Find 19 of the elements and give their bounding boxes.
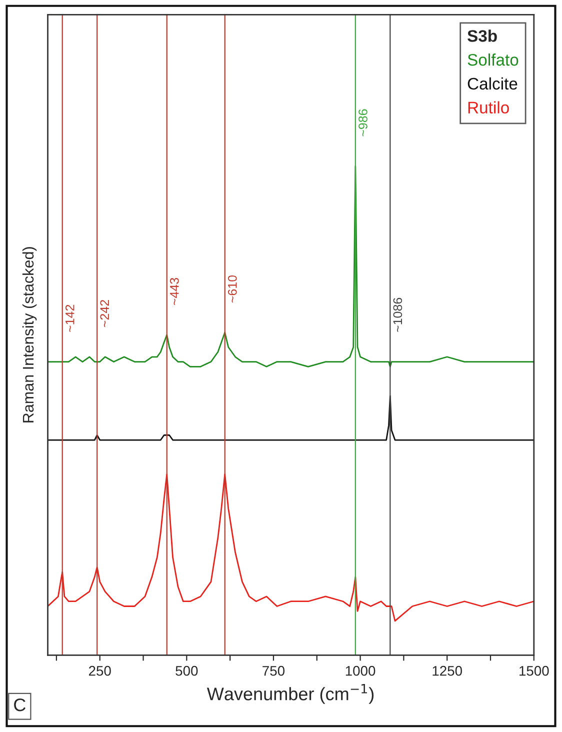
ref-line-label: ~242: [100, 300, 109, 327]
text: C: [14, 698, 26, 712]
x-tick-label: 1250: [432, 666, 462, 676]
x-tick-label: 250: [88, 666, 111, 676]
ref-line-label: ~1086: [393, 298, 402, 332]
legend-title: S3b: [467, 30, 497, 42]
text: Calcite: [468, 77, 518, 90]
x-axis-title: Wavenumber (cm$^{−1}$): [206, 684, 374, 704]
x-tick-label: 750: [262, 666, 285, 676]
ref-line-label: ~142: [65, 304, 74, 332]
ref-line-label: ~986: [358, 109, 368, 136]
x-tick-label: 1500: [520, 666, 549, 676]
text: Solfato: [468, 54, 518, 66]
ref-line-label: ~443: [170, 278, 179, 305]
x-tick-label: 1000: [346, 666, 376, 676]
ref-line-label: ~610: [228, 275, 237, 303]
x-tick-label: 500: [176, 666, 198, 676]
y-axis-title: Raman Intensity (stacked): [22, 247, 37, 422]
text: Rutilo: [468, 101, 509, 114]
